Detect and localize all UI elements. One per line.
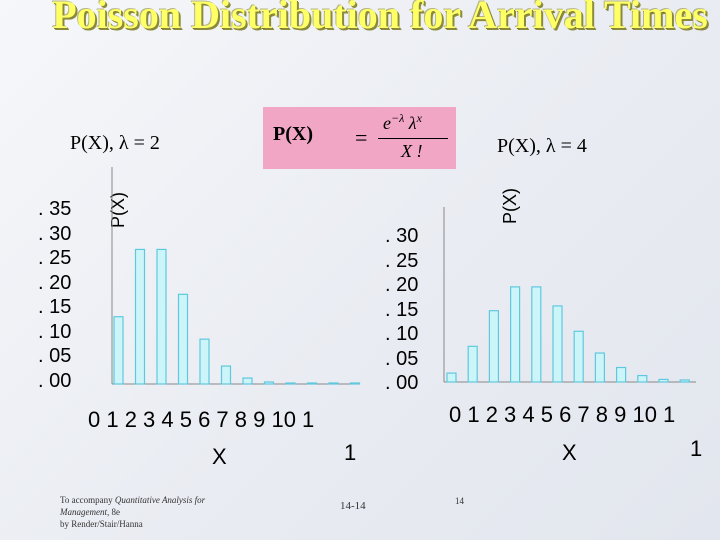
chart2-xlabel: X bbox=[562, 440, 577, 465]
chart1-yticks: . 35 . 30 . 25 . 20 . 15 . 10 . 05 . 00 bbox=[38, 197, 71, 393]
chart2-ytick: . 05 bbox=[385, 347, 419, 370]
chart1-ytick: . 15 bbox=[38, 296, 72, 318]
chart1-bar-3 bbox=[177, 293, 189, 385]
chart2-bar-9 bbox=[637, 374, 648, 383]
formula-lhs: P(X) bbox=[273, 123, 313, 145]
chart1-xtick-wrap: 1 bbox=[344, 440, 357, 465]
chart1-bar-9 bbox=[306, 382, 318, 385]
chart2-bar-2 bbox=[488, 310, 499, 383]
chart1-bar-1 bbox=[134, 248, 146, 385]
formula-denominator: X ! bbox=[401, 141, 423, 161]
chart2-bar-8 bbox=[615, 366, 627, 383]
formula-fraction-bar bbox=[378, 138, 448, 139]
chart2-bar-0 bbox=[446, 372, 457, 383]
chart1-xlabel: X bbox=[212, 444, 227, 469]
chart2-ytick: . 10 bbox=[385, 323, 419, 345]
footer-credit: To accompany Quantitative Analysis for M… bbox=[60, 495, 206, 529]
chart2-ytick: . 15 bbox=[385, 298, 419, 321]
chart1-bar-4 bbox=[199, 338, 210, 385]
chart1-bar-5 bbox=[220, 365, 232, 385]
chart1-title: P(X), λ = 2 bbox=[70, 132, 160, 154]
slide-title: Poisson Distribution for Arrival Times bbox=[52, 0, 708, 37]
chart1-bar-0 bbox=[113, 316, 124, 385]
chart1-ytick: . 30 bbox=[38, 222, 72, 245]
chart1-bar-8 bbox=[285, 382, 296, 385]
chart2-ytick: . 25 bbox=[385, 249, 419, 272]
chart1-ytick: . 35 bbox=[38, 198, 72, 220]
chart2-xtick-wrap: 1 bbox=[690, 436, 703, 461]
chart1-ytick: . 20 bbox=[38, 271, 72, 294]
chart1-bar-2 bbox=[156, 248, 167, 385]
chart1-bar-7 bbox=[263, 381, 275, 385]
chart2-bar-7 bbox=[594, 352, 606, 383]
chart2-bar-3 bbox=[510, 286, 521, 383]
chart2-yticks: . 30 . 25 . 20 . 15 . 10 . 05 . 00 bbox=[385, 224, 418, 396]
chart1-xticks: 0 1 2 3 4 5 6 7 8 9 10 1 bbox=[88, 407, 315, 432]
chart1-bar-11 bbox=[349, 382, 361, 385]
chart2-ytick: . 30 bbox=[385, 225, 419, 247]
chart2-bar-6 bbox=[573, 330, 584, 383]
chart2-plot bbox=[443, 207, 696, 383]
chart2-xticks: 0 1 2 3 4 5 6 7 8 9 10 1 bbox=[449, 402, 676, 427]
chart2-ytick: . 00 bbox=[385, 372, 419, 394]
chart2-bar-5 bbox=[552, 305, 563, 383]
chart1-bar-10 bbox=[328, 382, 339, 385]
chart2-ytick: . 20 bbox=[385, 274, 419, 296]
chart1-ytick: . 00 bbox=[38, 369, 72, 392]
slide-number: 14-14 bbox=[340, 500, 366, 512]
page-number: 14 bbox=[455, 496, 464, 506]
poisson-formula: P(X) = e−λ λx X ! bbox=[263, 107, 456, 169]
chart1-bar-6 bbox=[242, 377, 253, 385]
chart1-ytick: . 10 bbox=[38, 320, 72, 343]
chart2-bar-1 bbox=[467, 345, 478, 383]
formula-numerator: e−λ λx bbox=[383, 111, 422, 133]
chart1-ytick: . 25 bbox=[38, 247, 72, 269]
chart2-bar-4 bbox=[531, 286, 542, 383]
chart2-bar-11 bbox=[679, 379, 690, 383]
chart1-plot bbox=[111, 167, 361, 385]
chart2-bar-10 bbox=[658, 378, 669, 383]
chart1-ytick: . 05 bbox=[38, 345, 72, 367]
chart2-title: P(X), λ = 4 bbox=[497, 135, 587, 157]
formula-equals: = bbox=[355, 125, 368, 150]
